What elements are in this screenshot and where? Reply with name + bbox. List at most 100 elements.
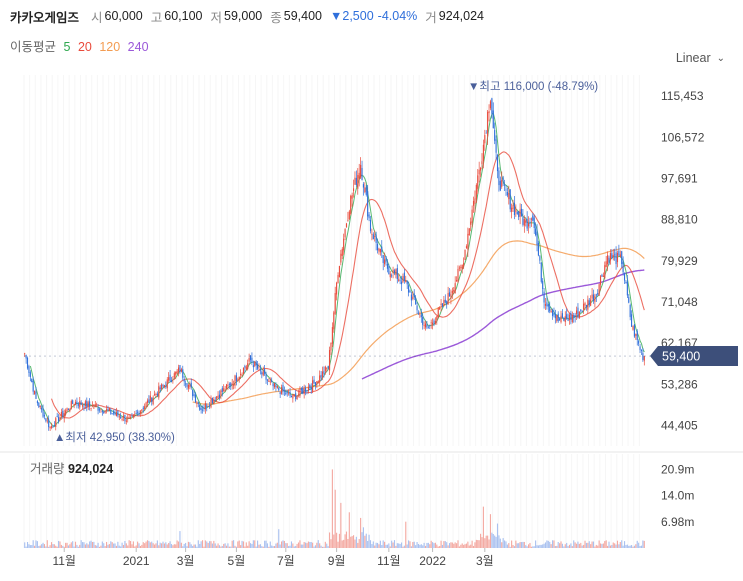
ma-20-label[interactable]: 20 (77, 40, 92, 54)
volume-bar (358, 539, 360, 548)
volume-bar (35, 540, 37, 548)
candle-body (312, 380, 314, 392)
volume-bar (567, 546, 569, 548)
volume-bar (66, 542, 68, 548)
candle-body (525, 220, 527, 223)
candle-body (337, 275, 339, 284)
candle-body (245, 366, 247, 370)
volume-bar (234, 545, 236, 548)
candle-body (551, 309, 554, 316)
volume-bar (458, 546, 460, 548)
candle-body (155, 393, 157, 396)
volume-bar (100, 545, 102, 548)
volume-bar (158, 545, 160, 548)
volume-bar (206, 541, 208, 548)
volume-bar (281, 541, 283, 548)
candle-body (388, 265, 390, 275)
volume-bar (72, 541, 74, 548)
x-axis-tick: 11월 (377, 554, 401, 568)
candle-body (242, 367, 245, 375)
volume-bar (618, 544, 620, 548)
volume-bar (180, 542, 182, 548)
volume-bar (482, 506, 484, 548)
volume-bar (405, 521, 407, 548)
candle-body (55, 418, 57, 427)
candle-body (53, 425, 55, 427)
volume-bar (633, 545, 635, 548)
volume-bar (420, 544, 422, 548)
volume-bar (560, 541, 562, 548)
volume-bar (326, 543, 328, 548)
volume-bar (386, 544, 388, 548)
volume-bar (501, 542, 503, 548)
volume-bar (376, 542, 379, 548)
volume-bar (625, 545, 627, 548)
volume-bar (612, 542, 614, 548)
candle-body (460, 266, 462, 268)
candle-body (336, 282, 338, 295)
candle-body (231, 383, 233, 385)
volume-bar (549, 541, 551, 548)
volume-bar (142, 542, 144, 548)
candle-body (484, 135, 486, 144)
candle-body (269, 381, 271, 383)
volume-bar (255, 546, 257, 548)
candle-body (152, 397, 154, 405)
candle-body (120, 416, 122, 419)
volume-bar (166, 544, 168, 548)
volume-bar (190, 544, 192, 548)
volume-bar (640, 545, 643, 548)
candle-body (440, 303, 442, 305)
candle-body (547, 304, 549, 307)
volume-bar (626, 544, 628, 548)
volume-bar (338, 533, 341, 548)
volume-bar (156, 540, 158, 548)
candle-body (566, 314, 568, 319)
candle-body (187, 384, 189, 389)
volume-bar (537, 545, 540, 548)
volume-bar (241, 540, 243, 548)
scale-selector[interactable]: Linear ⌄ (676, 51, 725, 65)
candle-body (59, 417, 61, 420)
volume-bar (317, 540, 319, 548)
candle-body (26, 357, 29, 369)
ma-120-label[interactable]: 120 (99, 40, 121, 54)
candle-body (568, 314, 571, 321)
candle-body (309, 384, 311, 388)
candle-body (424, 323, 427, 328)
candle-body (46, 420, 48, 422)
volume-bar (128, 540, 130, 548)
candle-body (149, 395, 151, 402)
volume-bar (417, 543, 420, 548)
candle-body (448, 292, 451, 297)
candle-body (378, 248, 380, 252)
volume-bar (385, 544, 387, 548)
candle-body (602, 275, 604, 277)
candle-body (621, 251, 623, 265)
volume-bar (187, 541, 189, 548)
volume-bar (252, 540, 254, 548)
ma-240-label[interactable]: 240 (127, 40, 149, 54)
volume-bar (628, 545, 630, 548)
candle-body (379, 248, 381, 253)
volume-bar (331, 469, 333, 548)
volume-bar (38, 545, 40, 548)
candle-body (412, 296, 414, 300)
candle-body (557, 313, 559, 322)
volume-bar (183, 543, 185, 548)
ma-5-label[interactable]: 5 (63, 40, 71, 54)
volume-bar (73, 546, 75, 548)
candle-body (611, 253, 613, 259)
candle-body (409, 290, 411, 292)
x-axis-tick: 11월 (52, 554, 76, 568)
candle-body (251, 357, 253, 363)
price-axis-tick: 88,810 (661, 213, 698, 227)
volume-bar (410, 546, 412, 548)
candle-body (458, 267, 460, 269)
volume-bar (98, 546, 101, 548)
moving-average-legend[interactable]: 이동평균 5 20 120 240 (10, 36, 153, 55)
candle-body (464, 249, 466, 260)
candle-body (41, 407, 43, 410)
volume-bar (623, 541, 626, 548)
